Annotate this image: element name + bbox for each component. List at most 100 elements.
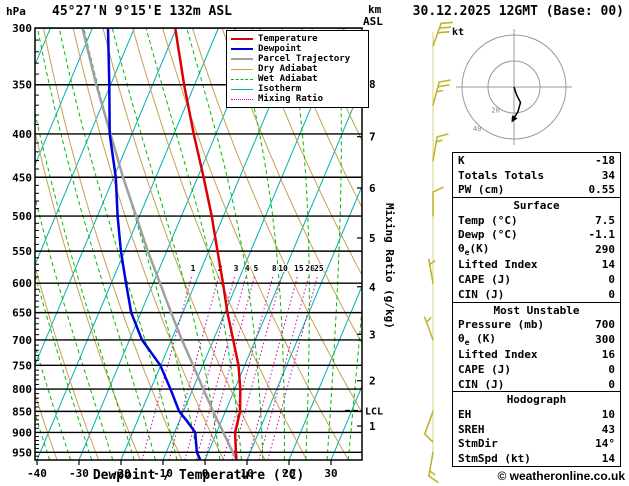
table-row: PW (cm) 0.55 [453, 182, 620, 197]
legend-item: Parcel Trajectory [231, 54, 364, 64]
mixing-axis-label: Mixing Ratio (g/kg) [383, 203, 396, 329]
table-row-value: 10 [601, 408, 615, 422]
svg-text:850: 850 [12, 405, 32, 418]
table-row-value: 14° [595, 437, 615, 451]
table-row-label: Pressure (mb) [458, 318, 545, 332]
legend-line-sample [231, 38, 253, 40]
table-row-label: Dewp (°C) [458, 228, 518, 242]
table-row-label: K [458, 153, 465, 167]
table-row: θe (K) 300 [453, 332, 620, 347]
table-row-value: 0 [608, 377, 615, 391]
table-row-value: -18 [595, 153, 615, 167]
isobars [35, 28, 362, 454]
wind-barb [432, 133, 449, 162]
svg-text:650: 650 [12, 307, 32, 320]
svg-text:400: 400 [12, 128, 32, 141]
svg-text:600: 600 [12, 277, 32, 290]
svg-text:550: 550 [12, 245, 32, 258]
svg-text:8: 8 [369, 78, 376, 91]
wind-barb [432, 79, 451, 107]
table-row: Lifted Index 16 [453, 347, 620, 362]
svg-text:20: 20 [282, 467, 295, 480]
x-axis-label: Dewpoint / Temperature (°C) [92, 468, 305, 483]
wind-barb [428, 258, 436, 284]
legend-line-sample [231, 58, 253, 60]
svg-text:30: 30 [324, 467, 337, 480]
table-row: EH 10 [453, 407, 620, 422]
svg-text:10: 10 [240, 467, 253, 480]
svg-text:700: 700 [12, 334, 32, 347]
legend-line-sample [231, 48, 253, 50]
table-row-value: 14 [601, 258, 615, 272]
table-row: θe(K) 290 [453, 242, 620, 257]
table-row-label: Lifted Index [458, 348, 538, 362]
hodograph-ring-label: 20 [491, 106, 499, 114]
table-row-label: CIN (J) [458, 287, 505, 301]
svg-text:4: 4 [369, 281, 376, 294]
table-section-header: Hodograph [453, 391, 620, 407]
hodograph-unit-label: kt [452, 27, 465, 38]
legend-line-sample [231, 68, 253, 70]
table-row: Totals Totals 34 [453, 168, 620, 183]
svg-text:5: 5 [254, 264, 259, 273]
table-row-value: 0 [608, 273, 615, 287]
wind-barb [428, 451, 439, 484]
legend-line-sample [231, 78, 253, 80]
svg-text:6: 6 [369, 182, 376, 195]
svg-text:0: 0 [202, 467, 209, 480]
legend-label: Wet Adiabat [258, 74, 318, 84]
temperature-curve [173, 28, 242, 460]
legend-label: Dry Adiabat [258, 64, 318, 74]
pressure-minor-ticks [35, 39, 39, 457]
legend-label: Temperature [258, 34, 318, 44]
wind-barb [423, 410, 434, 443]
table-row-label: StmSpd (kt) [458, 452, 531, 466]
wind-barb [432, 186, 444, 217]
table-row: Temp (°C) 7.5 [453, 213, 620, 228]
svg-text:15: 15 [294, 264, 304, 273]
table-row: SREH 43 [453, 422, 620, 437]
table-row-value: 290 [595, 243, 615, 257]
svg-text:7: 7 [369, 131, 376, 144]
table-row-label: CAPE (J) [458, 273, 511, 287]
table-row-label: StmDir [458, 437, 498, 451]
lcl-label: LCL [365, 407, 383, 418]
table-row: Dewp (°C) -1.1 [453, 228, 620, 243]
svg-text:1: 1 [369, 420, 376, 433]
table-row-value: 16 [601, 348, 615, 362]
legend-item: Dry Adiabat [231, 64, 364, 74]
svg-text:5: 5 [369, 232, 376, 245]
hodograph-arrowhead [511, 115, 518, 123]
svg-text:-10: -10 [153, 467, 173, 480]
svg-text:3: 3 [234, 264, 239, 273]
table-row-value: -1.1 [588, 228, 616, 242]
svg-text:750: 750 [12, 359, 32, 372]
parcel-curve [81, 28, 238, 460]
table-row-value: 0.55 [588, 183, 616, 197]
legend-item: Dewpoint [231, 44, 364, 54]
svg-text:2: 2 [369, 375, 376, 388]
legend: Temperature Dewpoint Parcel Trajectory Dry … [226, 30, 369, 108]
table-row: StmDir 14° [453, 437, 620, 452]
pressure-axis: 300 350 400 450 500 550 600 650 700 750 800 850 900 9… [12, 22, 32, 459]
hodograph-ring-label: 40 [473, 125, 481, 133]
pressure-unit-label: hPa [6, 5, 26, 18]
datetime-label: 30.12.2025 12GMT (Base: 00) [412, 4, 624, 19]
svg-text:3: 3 [369, 328, 376, 341]
station-title: 45°27'N 9°15'E 132m ASL [52, 4, 233, 19]
table-row: Lifted Index 14 [453, 258, 620, 273]
svg-text:800: 800 [12, 383, 32, 396]
legend-label: Isotherm [258, 84, 302, 94]
footer-credit-link[interactable]: © weatheronline.co.uk [497, 469, 625, 483]
altitude-unit-label-2: ASL [363, 15, 383, 28]
table-row: K -18 [453, 153, 620, 168]
svg-text:350: 350 [12, 79, 32, 92]
legend-item: Isotherm [231, 84, 364, 94]
table-row-label: θe(K) [458, 242, 490, 258]
table-section-header: Most Unstable [453, 301, 620, 318]
wind-barbs [423, 21, 453, 484]
altitude-unit-label: km [368, 3, 382, 16]
hodograph-trace [513, 86, 522, 119]
